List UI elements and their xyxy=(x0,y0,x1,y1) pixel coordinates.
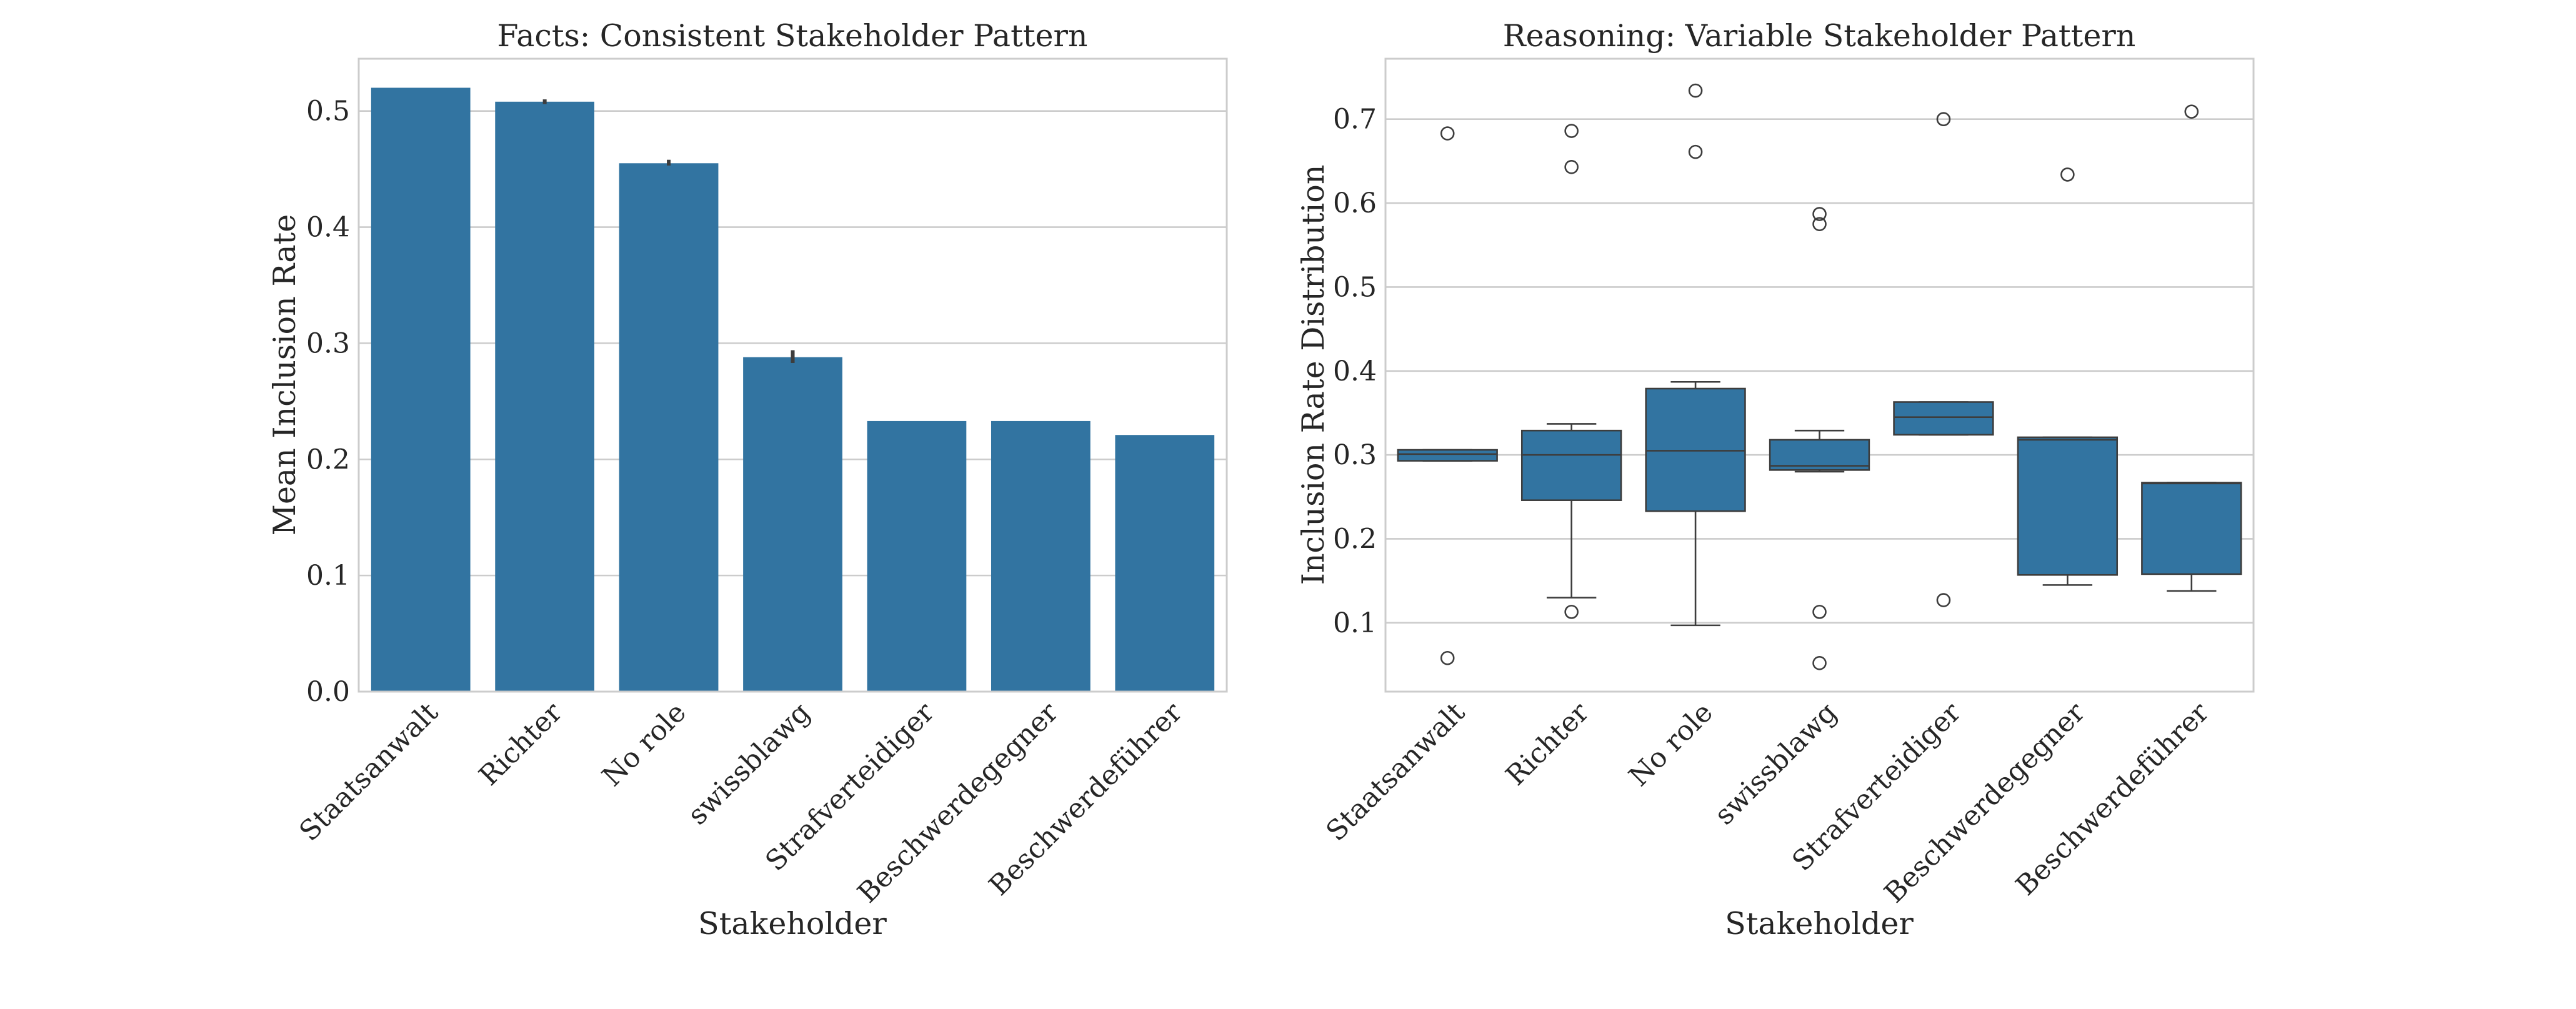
facts-bar-chart: 0.0 0.1 0.2 0.3 0.4 0.5 Staatsanwalt Richter No… xyxy=(267,18,1228,942)
right-y-tick-label: 0.2 xyxy=(1333,523,1377,555)
left-x-tick-staatsanwalt: Staatsanwalt xyxy=(293,696,444,847)
facts-bars xyxy=(371,87,1215,692)
right-x-tick-beschwerdegegner: Beschwerdegegner xyxy=(1879,696,2092,909)
outlier-strafverteidiger xyxy=(1936,593,1951,607)
bar-swissblawg xyxy=(743,357,842,692)
left-x-tick-swissblawg: swissblawg xyxy=(682,697,817,832)
right-y-tick-label: 0.6 xyxy=(1333,187,1377,219)
box-richter xyxy=(1520,429,1622,501)
facts-y-ticks: 0.0 0.1 0.2 0.3 0.4 0.5 xyxy=(306,96,350,708)
outlier-no-role xyxy=(1688,144,1703,159)
outlier-beschwerdegegner xyxy=(2060,167,2075,182)
right-x-tick-staatsanwalt: Staatsanwalt xyxy=(1320,696,1471,847)
bar-no-role xyxy=(619,163,719,692)
facts-x-ticks: Staatsanwalt Richter No roleswissblawgStra… xyxy=(293,696,1189,909)
facts-chart-title: Facts: Consistent Stakeholder Pattern xyxy=(497,18,1088,54)
bar-strafverteidiger xyxy=(867,420,967,692)
reasoning-x-axis-label: Stakeholder xyxy=(1725,906,1914,942)
box-beschwerdef-hrer xyxy=(2141,482,2242,575)
right-y-tick-label: 0.3 xyxy=(1333,439,1377,471)
right-y-tick-label: 0.5 xyxy=(1333,271,1377,303)
left-y-tick-label: 0.2 xyxy=(306,444,350,475)
facts-x-axis-label: Stakeholder xyxy=(698,906,887,942)
bar-beschwerdegegner xyxy=(991,420,1091,692)
reasoning-plot-frame xyxy=(1384,57,2255,693)
left-y-tick-label: 0.0 xyxy=(306,676,350,708)
left-x-tick-no-role: No role xyxy=(596,697,692,793)
outlier-swissblawg xyxy=(1812,605,1827,619)
reasoning-boxes xyxy=(1397,83,2242,670)
box-swissblawg xyxy=(1769,439,1870,471)
outlier-swissblawg xyxy=(1812,217,1827,231)
right-y-tick-label: 0.1 xyxy=(1333,607,1377,639)
left-y-tick-label: 0.5 xyxy=(306,96,350,127)
bar-beschwerdef-hrer xyxy=(1115,435,1215,692)
box-no-role xyxy=(1645,387,1746,512)
facts-plot-frame xyxy=(357,57,1228,693)
right-x-tick-swissblawg: swissblawg xyxy=(1709,697,1844,832)
right-x-tick-richter: Richter xyxy=(1500,696,1595,792)
outlier-richter xyxy=(1564,605,1579,619)
reasoning-box-plot: 0.1 0.2 0.3 0.4 0.5 0.6 0.7 Staatsanwalt Richte… xyxy=(1295,18,2255,942)
outlier-staatsanwalt xyxy=(1440,126,1455,141)
facts-y-axis-label: Mean Inclusion Rate xyxy=(267,214,302,535)
outlier-swissblawg xyxy=(1812,656,1827,670)
reasoning-y-ticks: 0.1 0.2 0.3 0.4 0.5 0.6 0.7 xyxy=(1333,104,1377,639)
left-y-tick-label: 0.3 xyxy=(306,327,350,359)
outlier-staatsanwalt xyxy=(1440,650,1455,665)
reasoning-chart-title: Reasoning: Variable Stakeholder Pattern xyxy=(1503,18,2136,54)
reasoning-y-axis-label: Inclusion Rate Distribution xyxy=(1295,165,1331,585)
left-y-tick-label: 0.4 xyxy=(306,212,350,244)
outlier-no-role xyxy=(1688,83,1703,98)
outlier-richter xyxy=(1564,160,1579,174)
left-x-tick-richter: Richter xyxy=(473,696,569,792)
bar-richter xyxy=(495,101,595,692)
right-y-tick-label: 0.4 xyxy=(1333,355,1377,387)
outlier-richter xyxy=(1564,124,1579,138)
box-strafverteidiger xyxy=(1893,401,1994,436)
left-y-tick-label: 0.1 xyxy=(306,560,350,592)
box-beschwerdegegner xyxy=(2017,436,2119,576)
box-staatsanwalt xyxy=(1397,449,1498,462)
bar-staatsanwalt xyxy=(371,87,471,692)
reasoning-gridlines xyxy=(1385,118,2254,624)
outlier-strafverteidiger xyxy=(1936,112,1951,127)
right-y-tick-label: 0.7 xyxy=(1333,104,1377,136)
right-x-tick-no-role: No role xyxy=(1623,697,1719,793)
outlier-beschwerdef-hrer xyxy=(2184,104,2199,119)
outlier-swissblawg xyxy=(1812,207,1827,221)
reasoning-x-ticks: Staatsanwalt Richter No roleswissblawgStra… xyxy=(1320,696,2215,909)
left-x-tick-beschwerdegegner: Beschwerdegegner xyxy=(852,696,1065,909)
